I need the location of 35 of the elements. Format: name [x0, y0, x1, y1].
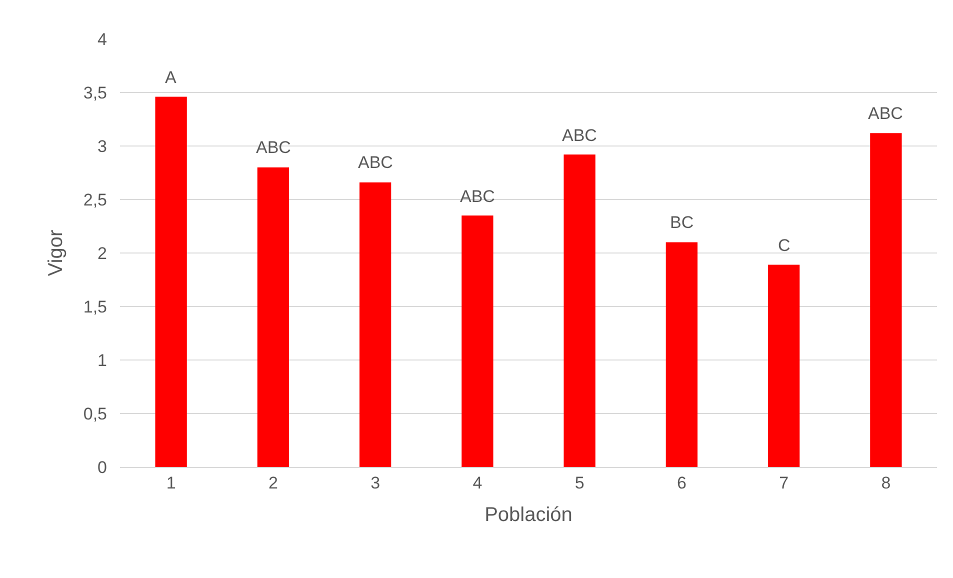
x-axis-title: Población [484, 504, 572, 526]
annotation: BC [670, 213, 694, 232]
x-tick-label: 2 [268, 473, 278, 492]
bar [564, 154, 596, 467]
bar [666, 242, 698, 467]
y-tick-label: 1 [98, 350, 107, 370]
bar [359, 182, 392, 467]
bar [870, 133, 902, 467]
annotation: ABC [460, 187, 495, 206]
annotation: C [778, 236, 790, 255]
x-tick-label: 8 [881, 473, 891, 492]
x-tick-label: 7 [779, 473, 789, 492]
annotation: ABC [256, 138, 291, 157]
bar [155, 96, 187, 467]
annotation: ABC [868, 104, 903, 123]
x-tick-label: 3 [370, 473, 380, 492]
y-tick-label: 4 [98, 30, 107, 49]
x-tick-label: 1 [166, 473, 176, 492]
y-tick-label: 3 [98, 136, 107, 156]
annotation: A [165, 68, 177, 87]
x-tick-label: 6 [676, 473, 686, 492]
annotation: ABC [562, 126, 597, 145]
y-axis-title: Vigor [44, 229, 67, 276]
y-tick-label: 0,5 [83, 404, 107, 424]
bar [768, 264, 800, 467]
y-tick-label: 2,5 [83, 190, 107, 210]
y-tick-label: 1,5 [83, 297, 107, 316]
x-tick-label: 5 [574, 473, 584, 492]
bar [462, 216, 494, 467]
annotation: ABC [358, 153, 393, 172]
bar [257, 167, 290, 467]
y-tick-label: 2 [98, 244, 107, 263]
x-tick-label: 4 [472, 473, 482, 492]
y-tick-label: 0 [98, 458, 107, 477]
y-tick-label: 3,5 [83, 83, 107, 102]
